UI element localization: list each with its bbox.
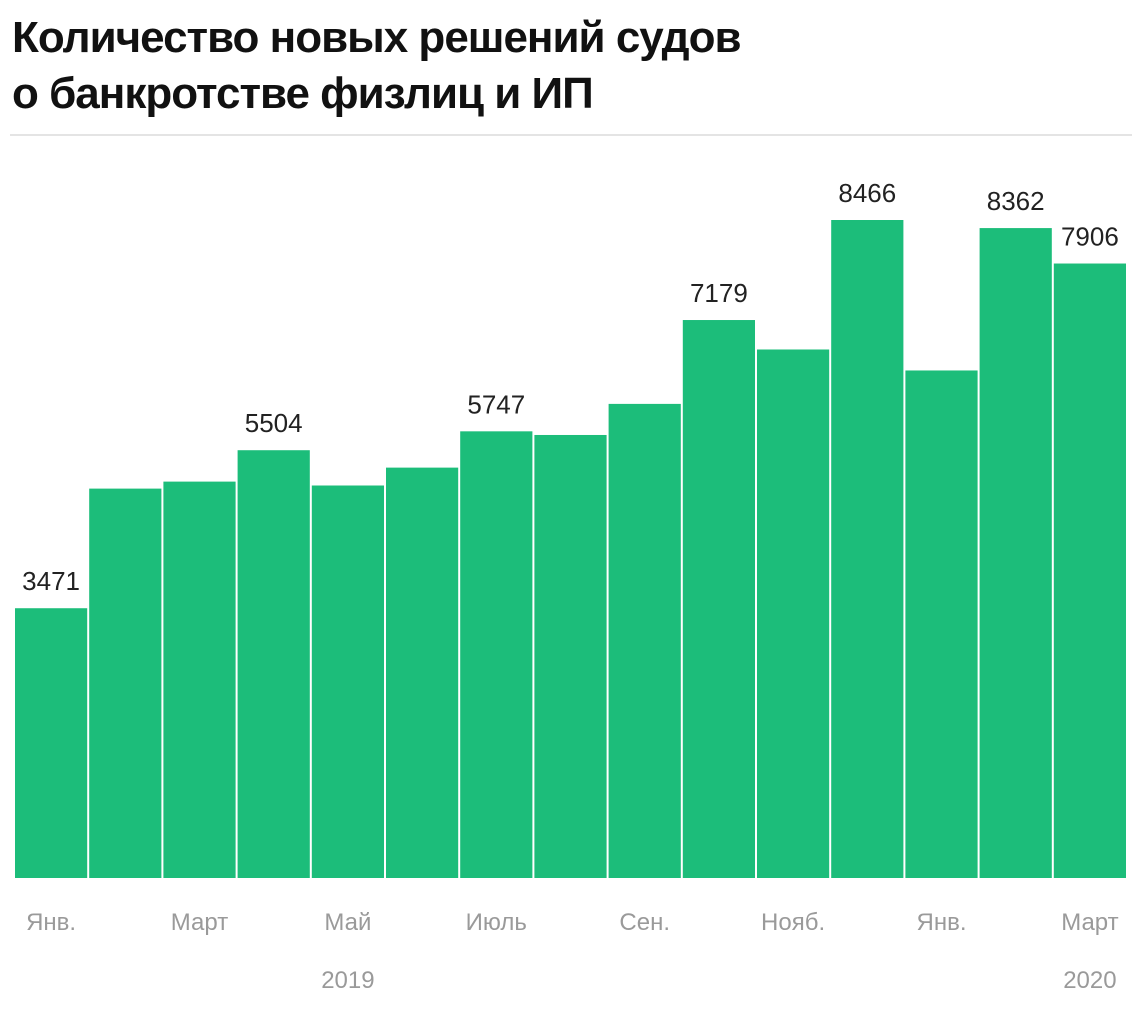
x-tick-label-8: Сен.: [619, 909, 670, 936]
title-divider: [10, 134, 1132, 136]
bar-2: [163, 481, 236, 878]
x-tick-label-10: Нояб.: [761, 909, 825, 936]
bar-3: [237, 450, 310, 878]
x-tick-label-2: Март: [171, 909, 228, 936]
year-label-1: 2020: [1063, 967, 1116, 994]
data-label-3: 5504: [245, 408, 303, 438]
x-tick-label-6: Июль: [466, 909, 527, 936]
data-label-9: 7179: [690, 278, 748, 308]
bar-9: [682, 320, 755, 878]
x-tick-label-4: Май: [324, 909, 371, 936]
x-tick-label-12: Янв.: [916, 909, 966, 936]
bar-12: [905, 370, 978, 878]
data-label-14: 7906: [1061, 222, 1119, 252]
data-label-6: 5747: [467, 389, 525, 419]
year-label-0: 2019: [321, 967, 374, 994]
data-label-13: 8362: [987, 186, 1045, 216]
bar-0: [15, 608, 88, 878]
chart-title-line-1: Количество новых решений судов: [12, 13, 742, 62]
x-tick-label-0: Янв.: [26, 909, 76, 936]
bar-10: [757, 349, 830, 878]
bar-6: [460, 431, 533, 878]
x-tick-label-14: Март: [1061, 909, 1118, 936]
bar-11: [831, 220, 904, 878]
data-label-0: 3471: [22, 566, 80, 596]
bar-5: [386, 467, 459, 878]
chart-title-line-2: о банкротстве физлиц и ИП: [12, 69, 594, 118]
bar-8: [608, 403, 681, 878]
bar-7: [534, 434, 607, 878]
bar-1: [89, 488, 162, 878]
bar-4: [311, 485, 384, 878]
bar-13: [979, 228, 1052, 878]
data-label-11: 8466: [838, 178, 896, 208]
chart-title: Количество новых решений судов о банкрот…: [12, 10, 1112, 122]
bar-14: [1053, 263, 1126, 878]
